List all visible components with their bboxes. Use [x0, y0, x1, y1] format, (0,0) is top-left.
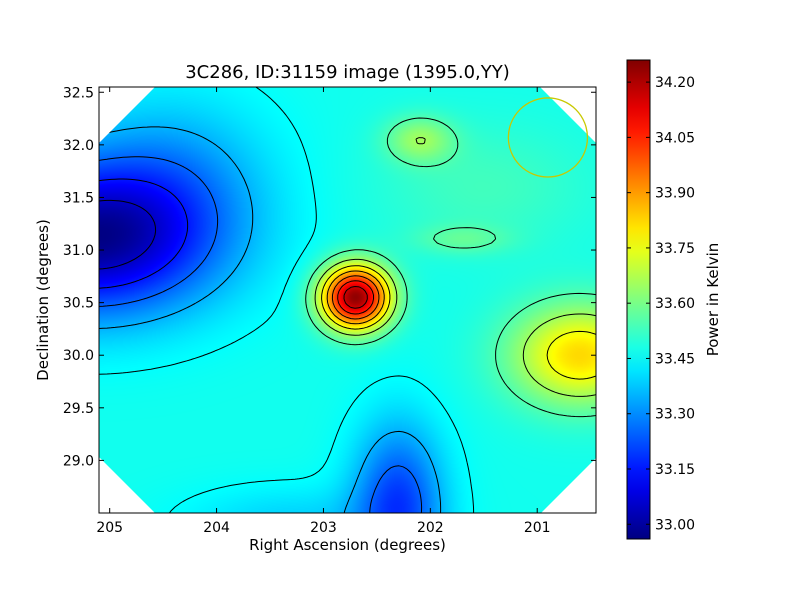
contour-line — [99, 178, 189, 289]
contour-line — [337, 280, 374, 315]
contour-lines — [99, 87, 596, 513]
colorbar-tick-label: 33.30 — [655, 407, 695, 423]
x-axis-ticks: 205 204 203 202 201 — [96, 87, 551, 536]
colorbar-tick-label: 33.15 — [655, 462, 695, 478]
colorbar-ticks: 33.00 33.15 33.30 33.45 33.60 33.75 33.90 34.05… — [627, 75, 695, 533]
contour-line — [99, 87, 475, 513]
colorbar-tick-label: 33.60 — [655, 296, 695, 312]
x-axis-label: Right Ascension (degrees) — [249, 536, 446, 554]
y-tick-label: 32.5 — [63, 85, 94, 101]
beam-circle — [507, 97, 589, 178]
chart-title: 3C286, ID:31159 image (1395.0,YY) — [185, 62, 510, 83]
contour-line — [99, 156, 423, 513]
plot-frame — [98, 86, 597, 514]
contour-line — [331, 275, 380, 320]
colorbar-tick-label: 33.00 — [655, 517, 695, 533]
colorbar — [626, 59, 651, 540]
colorbar-tick-label: 33.45 — [655, 351, 695, 367]
heatmap-image — [99, 87, 596, 513]
colorbar-tick-label: 33.75 — [655, 241, 695, 257]
x-tick-label: 201 — [524, 520, 551, 536]
colorbar-tick-label: 33.90 — [655, 186, 695, 202]
y-tick-label: 29.5 — [63, 401, 94, 417]
y-tick-label: 31.5 — [63, 190, 94, 206]
y-tick-label: 30.5 — [63, 296, 94, 312]
y-axis-ticks: 29.0 29.5 30.0 30.5 31.0 31.5 32.0 32.5 — [63, 85, 596, 469]
y-tick-label: 32.0 — [63, 138, 94, 154]
y-axis-label: Declination (degrees) — [34, 219, 52, 381]
contour-line — [99, 199, 157, 270]
x-tick-label: 203 — [310, 520, 337, 536]
y-tick-label: 29.0 — [63, 453, 94, 469]
colorbar-label: Power in Kelvin — [704, 243, 722, 357]
x-tick-label: 205 — [96, 520, 123, 536]
contour-line — [343, 286, 368, 309]
colorbar-tick-label: 34.20 — [655, 75, 695, 91]
x-tick-label: 204 — [203, 520, 230, 536]
contour-line — [314, 137, 596, 397]
contour-line — [326, 270, 385, 325]
contour-line — [305, 117, 596, 418]
x-tick-label: 202 — [417, 520, 444, 536]
colorbar-tick-label: 34.05 — [655, 130, 695, 146]
contour-line — [321, 265, 596, 380]
y-tick-label: 30.0 — [63, 348, 94, 364]
y-tick-label: 31.0 — [63, 243, 94, 259]
